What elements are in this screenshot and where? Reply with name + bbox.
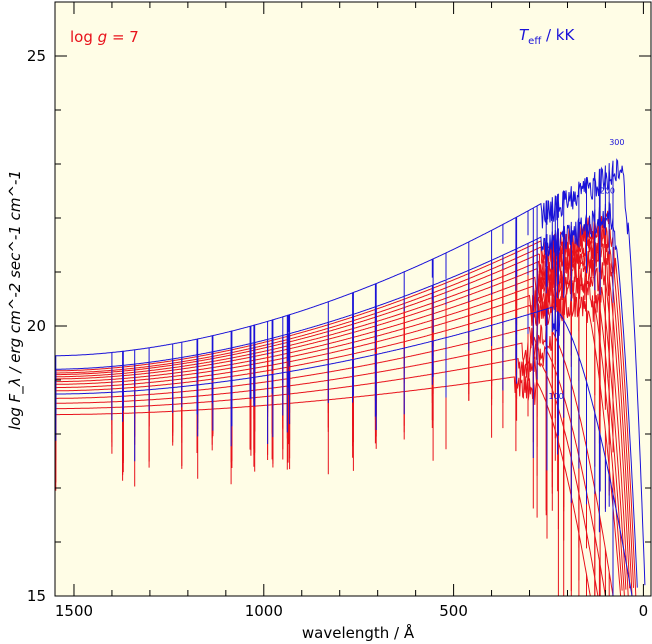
curve-label: 300 xyxy=(609,138,624,147)
spectrum-series-80 xyxy=(55,339,606,597)
spectrum-series-60 xyxy=(55,374,591,597)
teff-annotation: Teff / kK xyxy=(519,26,575,47)
spectrum-series-140 xyxy=(55,252,627,590)
spectrum-series-130 xyxy=(55,265,625,597)
curve-label: 200 xyxy=(600,187,615,196)
y-tick-label: 20 xyxy=(27,317,46,335)
x-tick-label: 1000 xyxy=(245,602,283,620)
x-tick-label: 1500 xyxy=(55,602,93,620)
log-g-annotation: log g = 7 xyxy=(70,28,139,46)
plot-frame xyxy=(54,1,652,597)
y-tick-label: 25 xyxy=(27,47,46,65)
x-axis-label: wavelength / Å xyxy=(302,623,415,642)
spectrum-series-150 xyxy=(55,242,629,597)
spectrum-series-200 xyxy=(55,201,638,588)
spectrum-series-170 xyxy=(55,225,633,597)
x-tick-label: 500 xyxy=(439,602,468,620)
x-tick-label: 0 xyxy=(639,602,649,620)
curve-labels: 300 200 100 xyxy=(548,138,624,401)
curve-label: 100 xyxy=(548,392,563,401)
spectrum-series-100 xyxy=(55,306,633,597)
axis-ticks xyxy=(55,1,651,597)
spectrum-curves xyxy=(55,158,646,597)
tick-labels: 1500 1000 500 0 15 20 25 xyxy=(27,47,648,620)
y-tick-label: 15 xyxy=(27,587,46,605)
y-axis-label: log F_λ / erg cm^-2 sec^-1 cm^-1 xyxy=(6,170,25,430)
